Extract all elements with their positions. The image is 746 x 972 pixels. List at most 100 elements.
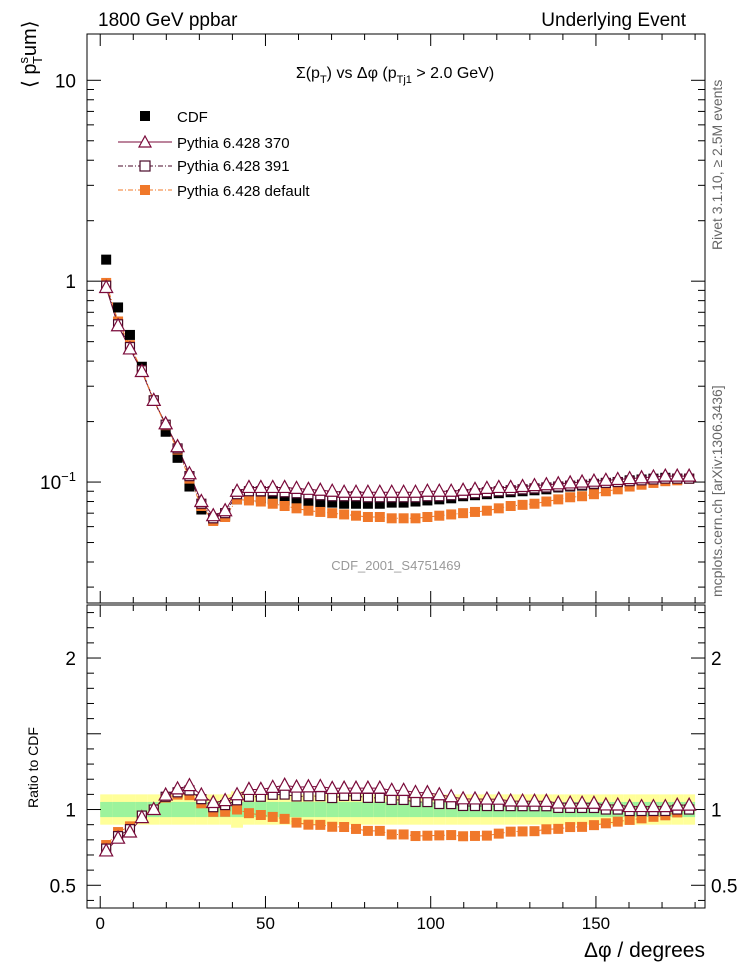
- pythia-default-ratio-point: [588, 820, 599, 831]
- pythia-370-ratio-point: [550, 794, 566, 809]
- pythia-370-ratio-point: [348, 779, 364, 794]
- pythia-default-point: [243, 495, 254, 506]
- pythia-370-point: [455, 482, 471, 496]
- pythia-370-point: [598, 472, 614, 486]
- pythia-default-point: [362, 511, 373, 522]
- ratio-band-green: [421, 801, 434, 818]
- ratio-band-green: [338, 801, 351, 818]
- pythia-370-point: [324, 482, 340, 497]
- ratio-band-green: [433, 801, 446, 818]
- ratio-y-tick-label-right: 2: [711, 649, 722, 670]
- pythia-default-ratio-point: [529, 826, 540, 837]
- legend-marker-370: [137, 134, 153, 148]
- pythia-default-point: [351, 510, 362, 521]
- x-tick-label: 100: [417, 914, 445, 933]
- pythia-370-point: [110, 317, 126, 332]
- pythia-370-point: [312, 482, 328, 496]
- pythia-default-ratio-point: [410, 831, 421, 842]
- pythia-370-ratio-point: [503, 792, 519, 807]
- x-axis-label: Δφ / degrees: [584, 939, 705, 962]
- pythia-391-ratio-point: [422, 796, 433, 808]
- pythia-default-ratio-point: [362, 825, 373, 836]
- ratio-band-green: [350, 801, 362, 818]
- ratio-band-green: [112, 801, 125, 818]
- pythia-default-ratio-point: [327, 821, 338, 832]
- pythia-default-point: [481, 505, 492, 516]
- pythia-370-point: [419, 482, 435, 497]
- pythia-370-point: [300, 481, 316, 495]
- pythia-default-point: [612, 484, 623, 495]
- pythia-370-ratio-point: [455, 790, 471, 805]
- legend-marker-default: [140, 185, 150, 195]
- pythia-default-ratio-point: [577, 821, 588, 832]
- cdf-point: [279, 495, 290, 506]
- cdf-point: [327, 497, 338, 508]
- pythia-default-ratio-point: [374, 825, 385, 836]
- pythia-370-point: [241, 479, 257, 494]
- pythia-default-ratio-point: [279, 813, 290, 824]
- ratio-band-green: [159, 801, 172, 818]
- x-tick-label: 50: [256, 914, 275, 933]
- pythia-370-ratio-point: [419, 784, 435, 799]
- pythia-370-ratio-point: [515, 792, 531, 807]
- pythia-370-point: [491, 479, 507, 494]
- pythia-370-ratio-point: [289, 778, 305, 793]
- pythia-370-ratio-point: [526, 792, 542, 807]
- main-plot-frame: [86, 33, 706, 604]
- ratio-band-green: [290, 801, 303, 818]
- ratio-band-green: [314, 801, 327, 818]
- pythia-370-point: [586, 472, 602, 487]
- ratio-band-green: [302, 801, 315, 818]
- rivet-text: Rivet 3.1.10, ≥ 2.5M events: [709, 80, 725, 250]
- pythia-default-point: [600, 486, 611, 497]
- pythia-370-point: [348, 483, 364, 498]
- pythia-370-point: [265, 479, 281, 494]
- pythia-370-point: [277, 479, 293, 494]
- pythia-370-ratio-point: [645, 798, 661, 813]
- pythia-370-ratio-point: [122, 823, 138, 838]
- ratio-y-tick-label: 2: [65, 649, 76, 670]
- cdf-point: [101, 254, 112, 265]
- pythia-370-ratio-point: [634, 798, 650, 813]
- pythia-default-ratio-point: [422, 830, 433, 841]
- ratio-band-green: [183, 801, 196, 818]
- header-left: 1800 GeV ppbar: [98, 10, 238, 31]
- pythia-370-ratio-point: [467, 790, 483, 805]
- pythia-default-point: [267, 498, 278, 509]
- pythia-370-point: [217, 502, 233, 517]
- pythia-370-ratio-point: [110, 829, 126, 844]
- pythia-370-ratio-point: [538, 793, 554, 807]
- pythia-370-point: [645, 468, 661, 483]
- pythia-370-ratio-point: [491, 790, 507, 805]
- pythia-370-ratio-point: [205, 794, 221, 809]
- pythia-default-ratio-point: [612, 816, 623, 827]
- pythia-370-ratio-point: [336, 779, 352, 794]
- pythia-default-point: [339, 509, 350, 520]
- pythia-370-point: [515, 478, 531, 493]
- pythia-370-point: [98, 279, 114, 294]
- x-tick-label: 0: [95, 914, 104, 933]
- pythia-370-ratio-point: [193, 786, 209, 801]
- ratio-y-tick-label-right: 0.5: [711, 876, 737, 897]
- pythia-370-point: [407, 483, 424, 498]
- pythia-370-ratio-point: [360, 779, 376, 794]
- pythia-391-ratio-point: [434, 798, 445, 810]
- pythia-default-ratio-point: [481, 830, 492, 841]
- pythia-default-ratio-point: [553, 823, 564, 834]
- pythia-default-point: [529, 498, 540, 509]
- pythia-default-point: [565, 492, 576, 503]
- pythia-370-ratio-point: [562, 794, 578, 809]
- pythia-default-point: [434, 510, 445, 521]
- pythia-370-point: [503, 479, 519, 494]
- pythia-391-ratio-point: [410, 796, 421, 808]
- legend-label-370: Pythia 6.428 370: [177, 135, 290, 152]
- pythia-default-ratio-point: [267, 811, 278, 822]
- pythia-default-point: [505, 500, 516, 511]
- pythia-370-point: [431, 482, 447, 497]
- ratio-band-green: [445, 801, 458, 818]
- pythia-default-ratio-point: [315, 819, 326, 830]
- pythia-370-point: [562, 474, 578, 489]
- pythia-370-point: [396, 483, 412, 498]
- pythia-391-ratio-point: [386, 794, 397, 806]
- pythia-370-ratio-point: [277, 776, 293, 791]
